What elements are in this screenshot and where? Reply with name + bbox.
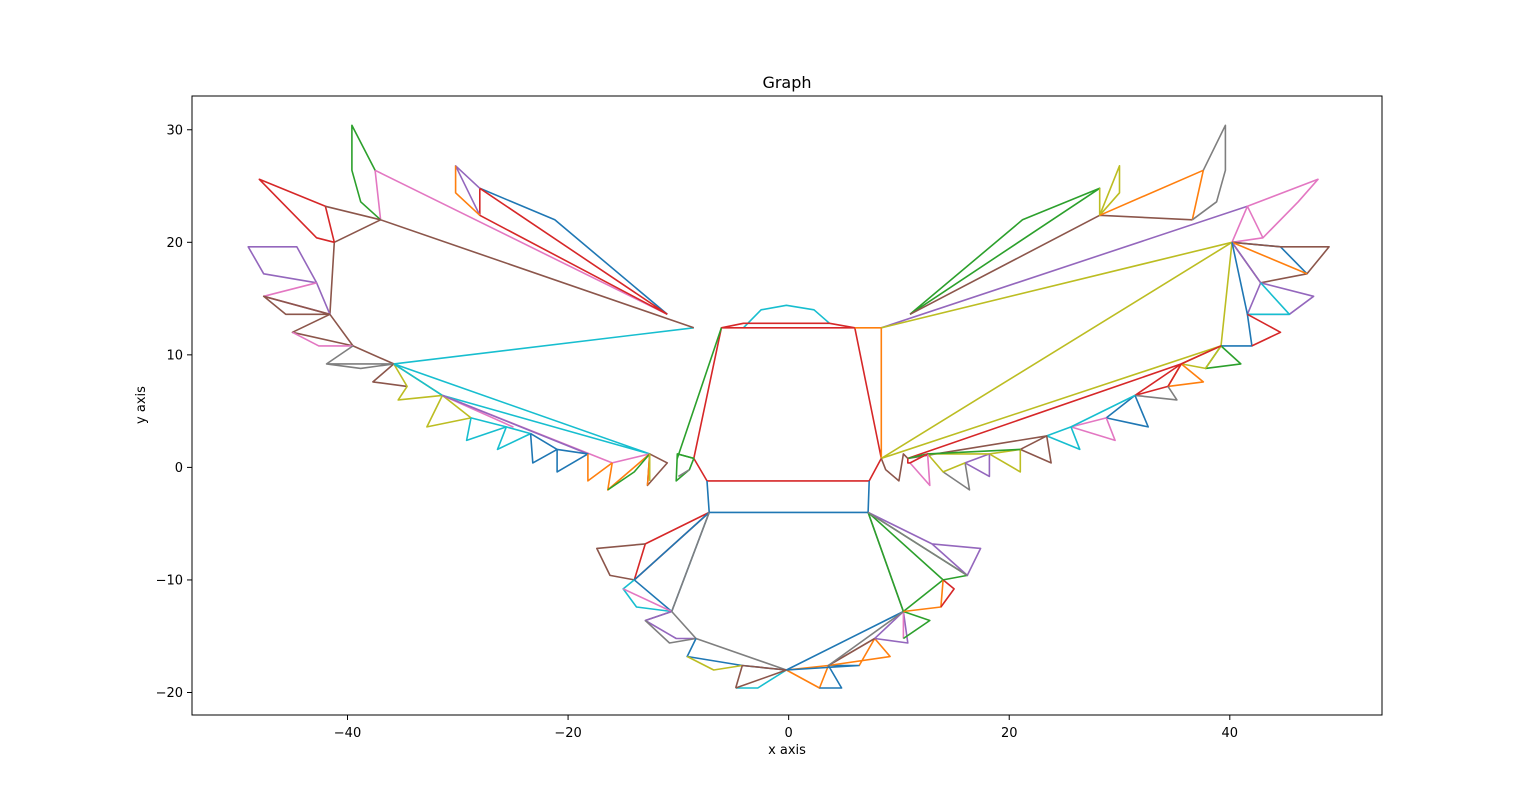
series-line-90 xyxy=(828,637,891,667)
series-line-47 xyxy=(1191,124,1227,221)
series-line-17 xyxy=(262,295,331,316)
series-line-55 xyxy=(1221,242,1253,347)
series-line-81 xyxy=(644,610,697,644)
series-line-75 xyxy=(595,543,646,581)
series-line-78 xyxy=(622,588,673,613)
y-tick-label: −10 xyxy=(156,573,183,588)
y-tick-label: 20 xyxy=(166,236,183,251)
series-line-52 xyxy=(1231,241,1308,275)
y-axis-ticks: −20 −10 0 10 20 30 xyxy=(156,123,192,701)
series-line-31 xyxy=(556,448,589,473)
axes-frame xyxy=(191,95,1383,716)
series-line-20 xyxy=(325,345,395,370)
series-line-15 xyxy=(247,246,331,315)
chart-title: Graph xyxy=(762,73,811,92)
series-line-88 xyxy=(786,664,830,689)
series-line-45 xyxy=(1098,165,1121,217)
series-line-60 xyxy=(907,345,1222,460)
series-line-1 xyxy=(692,322,883,482)
series-layer xyxy=(247,124,1330,689)
x-tick-label: 40 xyxy=(1222,726,1239,741)
x-tick-label: 0 xyxy=(785,726,793,741)
series-line-39 xyxy=(677,469,690,478)
series-line-56 xyxy=(1247,313,1282,347)
series-line-30 xyxy=(529,432,558,464)
series-line-49 xyxy=(1231,237,1264,244)
series-line-87 xyxy=(735,669,787,689)
series-line-19 xyxy=(292,331,353,347)
series-line-99 xyxy=(940,579,955,608)
series-line-42 xyxy=(881,241,1233,460)
y-axis-label: y axis xyxy=(134,386,149,424)
x-tick-label: −40 xyxy=(334,726,361,741)
series-line-97 xyxy=(867,511,944,613)
series-line-63 xyxy=(1070,417,1116,442)
series-line-28 xyxy=(496,426,532,451)
series-line-26 xyxy=(465,417,508,442)
x-tick-label: 20 xyxy=(1001,726,1018,741)
series-line-0 xyxy=(742,304,831,329)
series-line-95 xyxy=(786,610,904,671)
series-line-80 xyxy=(644,610,696,640)
series-line-13 xyxy=(258,178,336,244)
series-line-66 xyxy=(988,448,1022,473)
series-line-102 xyxy=(867,511,968,577)
series-line-84 xyxy=(686,655,743,671)
series-line-85 xyxy=(735,669,787,689)
series-line-9 xyxy=(479,187,668,315)
series-line-82 xyxy=(695,637,787,671)
series-line-29 xyxy=(442,394,589,455)
series-line-94 xyxy=(902,610,931,640)
series-line-21 xyxy=(372,363,408,388)
series-line-73 xyxy=(880,453,909,482)
series-line-86 xyxy=(734,664,787,689)
y-tick-label: −20 xyxy=(156,686,183,701)
y-tick-label: 30 xyxy=(166,123,183,138)
series-line-24 xyxy=(426,394,472,428)
series-line-91 xyxy=(827,637,876,667)
plot-area xyxy=(191,95,1383,716)
series-line-69 xyxy=(926,453,990,473)
series-line-6 xyxy=(329,219,695,365)
series-line-92 xyxy=(874,610,909,644)
series-line-72 xyxy=(906,453,928,464)
series-line-48 xyxy=(1231,178,1319,243)
series-line-67 xyxy=(964,453,991,478)
series-line-101 xyxy=(867,511,982,577)
series-line-77 xyxy=(622,579,672,613)
x-axis-ticks: −40 −20 0 20 40 xyxy=(334,715,1238,741)
y-tick-label: 10 xyxy=(166,348,183,363)
series-line-12 xyxy=(454,165,481,216)
y-tick-label: 0 xyxy=(175,461,183,476)
series-line-43 xyxy=(909,187,1101,315)
series-line-62 xyxy=(1105,394,1149,428)
series-line-61 xyxy=(1134,385,1178,401)
x-axis-label: x axis xyxy=(768,743,806,758)
x-tick-label: −20 xyxy=(554,726,581,741)
series-line-10 xyxy=(478,187,668,316)
series-line-34 xyxy=(607,453,651,491)
series-line-8 xyxy=(351,124,382,221)
series-line-23 xyxy=(393,363,651,455)
series-line-25 xyxy=(442,394,514,428)
series-line-3 xyxy=(706,480,870,514)
series-line-54 xyxy=(1247,282,1291,316)
series-line-53 xyxy=(1231,241,1315,316)
series-line-14 xyxy=(325,205,381,221)
series-line-32 xyxy=(587,453,613,482)
series-line-68 xyxy=(942,462,971,491)
